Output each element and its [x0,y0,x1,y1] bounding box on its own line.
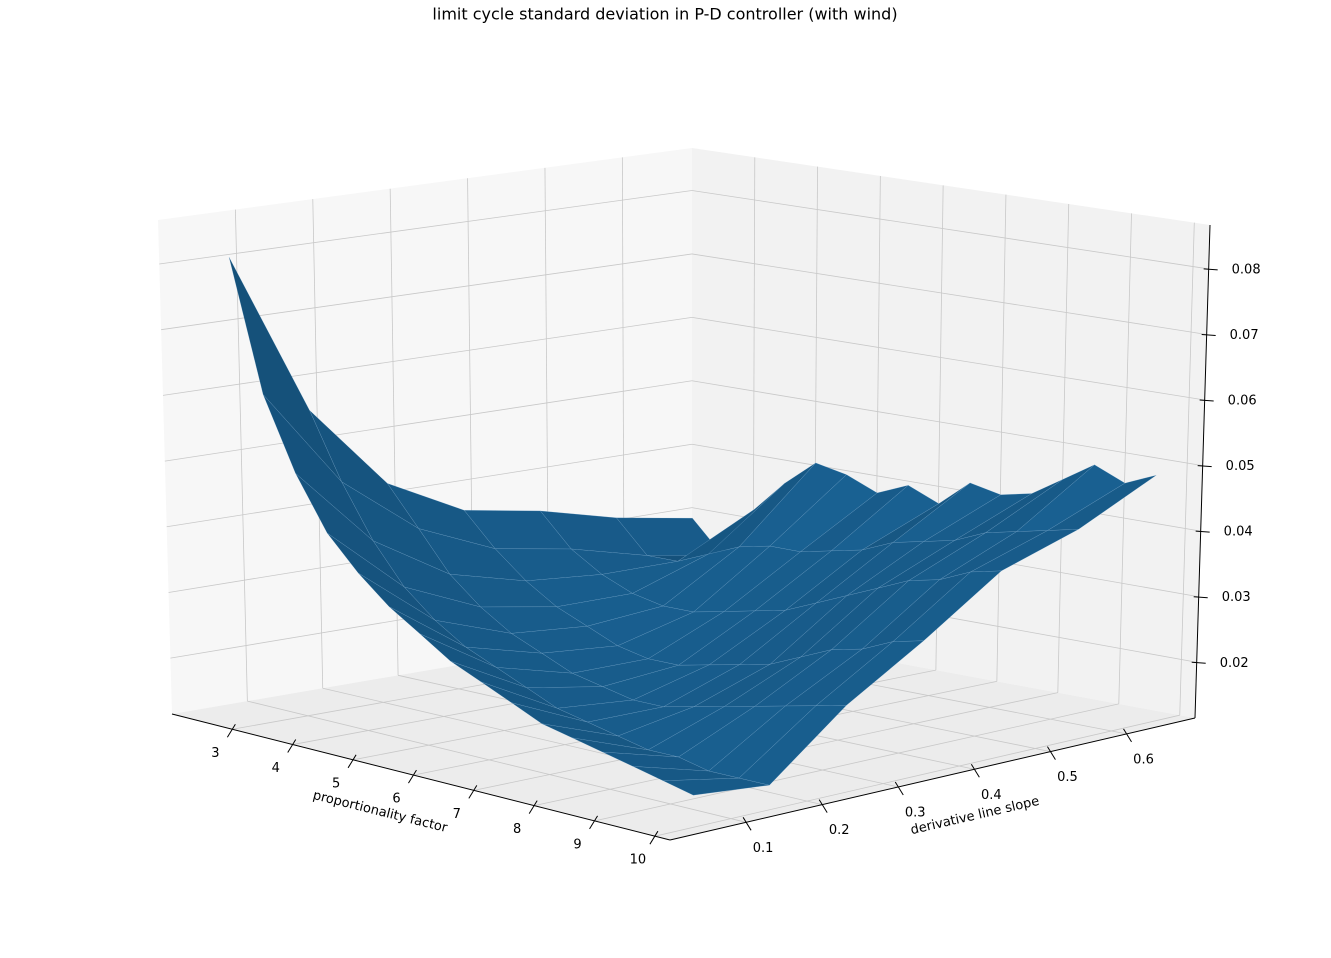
x-axis-label: proportionality factor [311,788,449,836]
surface-facet [662,777,770,796]
x-tick [226,724,236,738]
grid-line [691,443,1201,532]
x-tick [468,785,478,799]
grid-line [691,316,1205,401]
x-tick [347,754,357,769]
x-tick-label: 5 [332,776,340,791]
y-tick-label: 0.5 [1057,770,1078,785]
x-tick-label: 8 [513,822,521,837]
y-tick [742,817,752,831]
grid-line [247,700,747,823]
y-tick [1123,728,1132,743]
x-tick [528,800,538,814]
y-tick [1047,746,1056,760]
z-tick [1199,399,1214,402]
y-tick-label: 0.3 [905,805,926,820]
z-tick-label: 0.02 [1220,656,1249,671]
z-axis-line [1194,224,1211,719]
z-tick [1197,465,1212,468]
y-tick [970,764,980,778]
grid-line [654,714,1180,837]
z-tick-label: 0.08 [1232,262,1261,277]
z-tick [1203,268,1218,271]
y-axis-line [669,717,1196,841]
surface-facet [738,705,847,786]
z-tick-label: 0.03 [1222,590,1251,605]
x-tick [287,739,297,753]
grid-line [166,443,693,528]
y-tick-label: 0.6 [1133,752,1154,767]
x-axis-line [171,713,671,841]
grid-line [1118,213,1132,704]
x-tick [408,769,417,784]
z-tick [1201,333,1216,336]
x-tick [589,815,598,830]
grid-line [691,380,1203,466]
grid-line [159,190,693,265]
y-tick [818,799,828,813]
x-tick-label: 6 [392,792,400,807]
grid-line [164,380,693,462]
y-tick-label: 0.2 [829,823,850,838]
z-tick [1191,661,1206,664]
z-tick-label: 0.07 [1230,328,1259,343]
z-tick [1193,596,1208,599]
z-tick-label: 0.05 [1226,459,1255,474]
y-tick-label: 0.4 [981,788,1002,803]
y-tick-label: 0.1 [753,841,774,856]
x-tick-label: 7 [453,807,461,822]
surface-facet [970,529,1079,573]
y-tick [894,781,904,796]
grid-line [234,209,248,702]
grid-line [691,253,1207,335]
z-tick-label: 0.04 [1224,525,1253,540]
x-tick-label: 3 [211,746,219,761]
z-tick [1195,530,1210,533]
grid-line [996,194,1007,682]
x-tick-label: 9 [573,837,581,852]
grid-line [594,703,1119,822]
chart-title: limit cycle standard deviation in P-D co… [432,5,897,24]
grid-line [162,316,693,396]
z-tick-label: 0.06 [1228,394,1257,409]
x-tick-label: 4 [272,761,280,776]
x-tick-label: 10 [630,853,647,868]
x-tick [649,830,659,845]
grid-line [1179,222,1195,716]
y-axis-label: derivative line slope [909,794,1041,838]
grid-line [691,190,1209,270]
grid-line [1057,203,1070,693]
